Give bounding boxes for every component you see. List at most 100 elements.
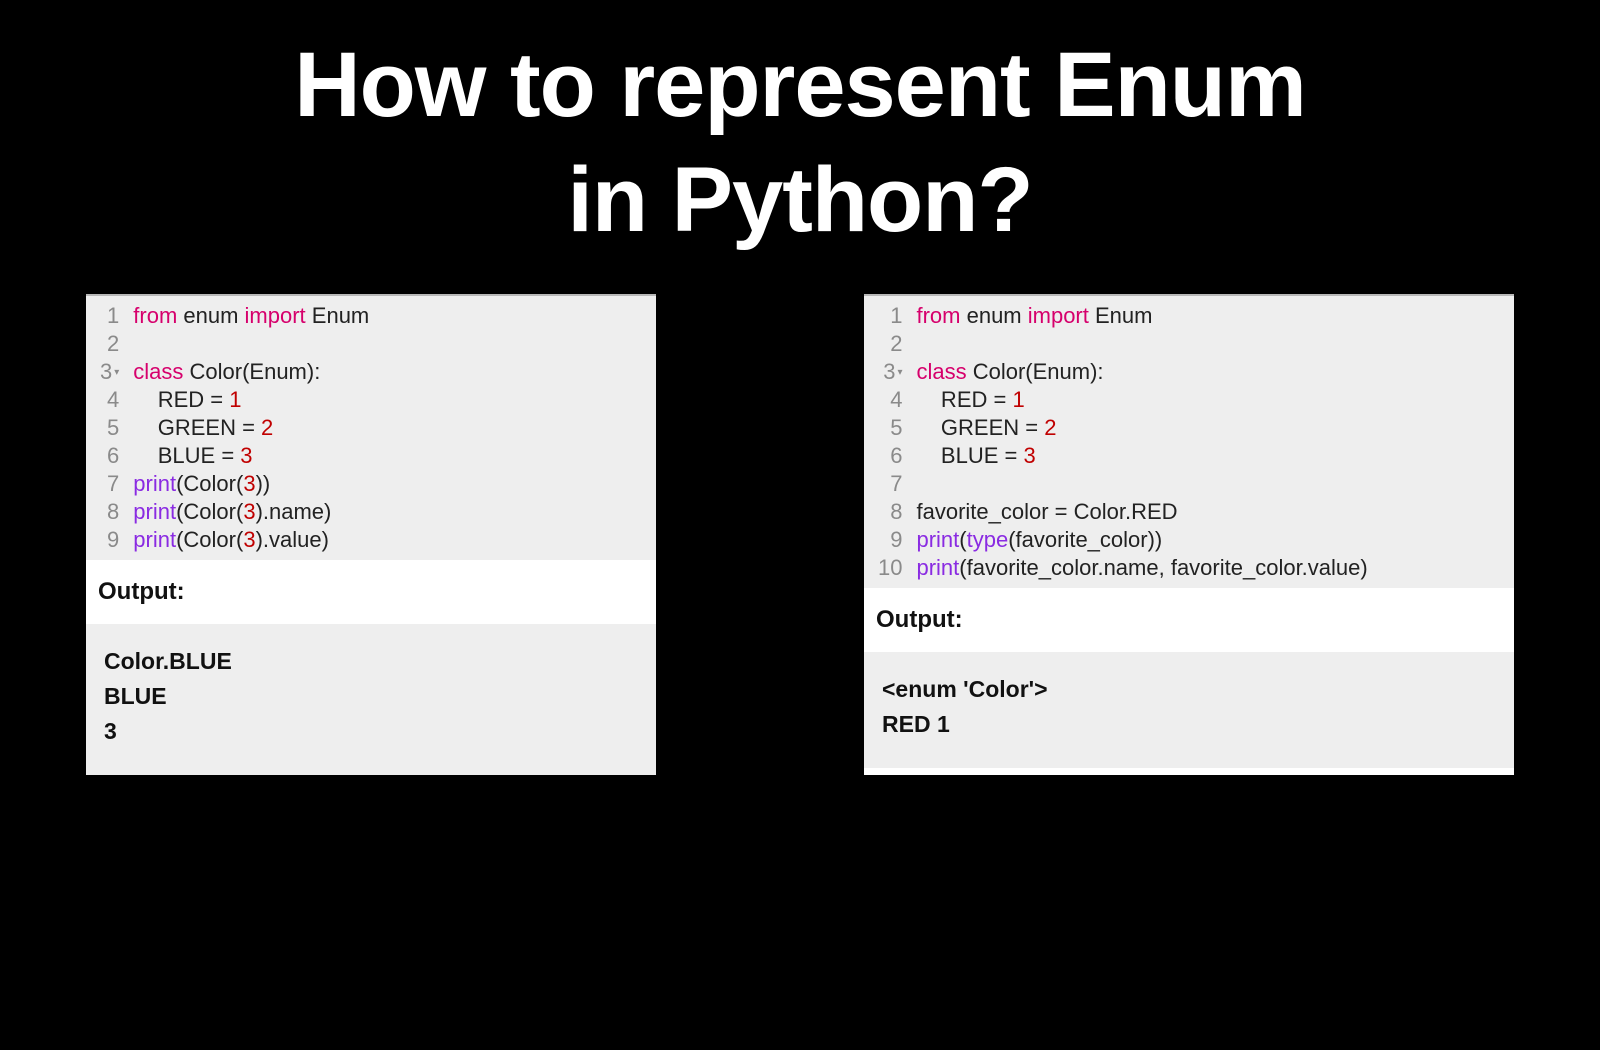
code-token: from <box>133 303 177 328</box>
code-token: 2 <box>1044 415 1056 440</box>
code-line: favorite_color = Color.RED <box>916 498 1504 526</box>
code-token: from <box>916 303 960 328</box>
code-block-left: 123 ▾456789 from enum import Enum class C… <box>86 296 656 560</box>
code-lines: from enum import Enumclass Color(Enum): … <box>912 296 1514 588</box>
code-token: BLUE = <box>133 443 240 468</box>
code-token: (favorite_color.name, favorite_color.val… <box>959 555 1367 580</box>
code-token: 1 <box>1012 387 1024 412</box>
code-lines: from enum import Enumclass Color(Enum): … <box>129 296 656 560</box>
output-block: Color.BLUE BLUE 3 <box>86 624 656 775</box>
code-token: class <box>133 359 183 384</box>
page-title: How to represent Enum in Python? <box>0 0 1600 258</box>
line-number: 3 ▾ <box>100 358 119 386</box>
code-line: from enum import Enum <box>916 302 1504 330</box>
code-line: print(Color(3).name) <box>133 498 646 526</box>
code-line: GREEN = 2 <box>916 414 1504 442</box>
code-token: )) <box>256 471 271 496</box>
line-number: 2 <box>100 330 119 358</box>
line-number: 4 <box>878 386 902 414</box>
code-line: print(Color(3).value) <box>133 526 646 554</box>
code-line: BLUE = 3 <box>916 442 1504 470</box>
code-token: ).value) <box>256 527 329 552</box>
code-block-right: 123 ▾45678910 from enum import Enumclass… <box>864 296 1514 588</box>
line-number: 9 <box>878 526 902 554</box>
code-line <box>916 470 1504 498</box>
code-line <box>133 330 646 358</box>
code-token: print <box>133 499 176 524</box>
code-token: RED = <box>133 387 229 412</box>
code-panel-right: 123 ▾45678910 from enum import Enumclass… <box>864 294 1514 775</box>
output-line: 3 <box>104 718 638 745</box>
line-number: 6 <box>100 442 119 470</box>
code-token: print <box>133 471 176 496</box>
code-token: print <box>916 527 959 552</box>
code-line: RED = 1 <box>916 386 1504 414</box>
line-number: 9 <box>100 526 119 554</box>
title-line-2: in Python? <box>0 143 1600 258</box>
code-token: 3 <box>240 443 252 468</box>
line-gutter: 123 ▾456789 <box>86 296 129 560</box>
code-token: import <box>245 303 306 328</box>
code-line: GREEN = 2 <box>133 414 646 442</box>
code-token: Enum <box>1089 303 1153 328</box>
title-line-1: How to represent Enum <box>0 28 1600 143</box>
output-line: BLUE <box>104 683 638 710</box>
code-line <box>916 330 1504 358</box>
code-line: from enum import Enum <box>133 302 646 330</box>
line-number: 1 <box>878 302 902 330</box>
code-token: class <box>916 359 966 384</box>
code-line: print(type(favorite_color)) <box>916 526 1504 554</box>
code-panel-left: 123 ▾456789 from enum import Enum class C… <box>86 294 656 775</box>
line-number: 3 ▾ <box>878 358 902 386</box>
line-gutter: 123 ▾45678910 <box>864 296 912 588</box>
code-line: class Color(Enum): <box>916 358 1504 386</box>
line-number: 2 <box>878 330 902 358</box>
code-line: print(Color(3)) <box>133 470 646 498</box>
code-token: 3 <box>243 471 255 496</box>
code-token: (Color( <box>176 471 243 496</box>
line-number: 7 <box>878 470 902 498</box>
output-line: RED 1 <box>882 711 1496 738</box>
code-token: Enum <box>306 303 370 328</box>
line-number: 4 <box>100 386 119 414</box>
output-line: <enum 'Color'> <box>882 676 1496 703</box>
line-number: 10 <box>878 554 902 582</box>
code-token: enum <box>960 303 1027 328</box>
line-number: 1 <box>100 302 119 330</box>
code-token: RED = <box>916 387 1012 412</box>
code-token: Color(Enum): <box>967 359 1104 384</box>
code-token: import <box>1028 303 1089 328</box>
code-token: type <box>967 527 1009 552</box>
line-number: 5 <box>878 414 902 442</box>
code-token: 1 <box>229 387 241 412</box>
code-token: print <box>916 555 959 580</box>
code-line: class Color(Enum): <box>133 358 646 386</box>
code-token: ).name) <box>256 499 332 524</box>
code-line: BLUE = 3 <box>133 442 646 470</box>
code-token: (Color( <box>176 499 243 524</box>
output-label: Output: <box>864 588 1514 652</box>
output-line: Color.BLUE <box>104 648 638 675</box>
code-token: ( <box>959 527 966 552</box>
code-token: 3 <box>1023 443 1035 468</box>
fold-marker-icon[interactable]: ▾ <box>114 359 119 387</box>
code-token: Color(Enum): <box>183 359 320 384</box>
code-token: 3 <box>243 527 255 552</box>
code-token: enum <box>177 303 244 328</box>
code-token: GREEN = <box>133 415 261 440</box>
code-line: print(favorite_color.name, favorite_colo… <box>916 554 1504 582</box>
code-token: print <box>133 527 176 552</box>
code-line: RED = 1 <box>133 386 646 414</box>
output-label: Output: <box>86 560 656 624</box>
line-number: 6 <box>878 442 902 470</box>
code-token: favorite_color = Color.RED <box>916 499 1177 524</box>
fold-marker-icon[interactable]: ▾ <box>897 359 902 387</box>
code-token: GREEN = <box>916 415 1044 440</box>
code-token: (favorite_color)) <box>1008 527 1162 552</box>
code-token: 2 <box>261 415 273 440</box>
line-number: 5 <box>100 414 119 442</box>
code-token: 3 <box>243 499 255 524</box>
line-number: 7 <box>100 470 119 498</box>
output-block: <enum 'Color'> RED 1 <box>864 652 1514 768</box>
panels-row: 123 ▾456789 from enum import Enum class C… <box>0 294 1600 775</box>
